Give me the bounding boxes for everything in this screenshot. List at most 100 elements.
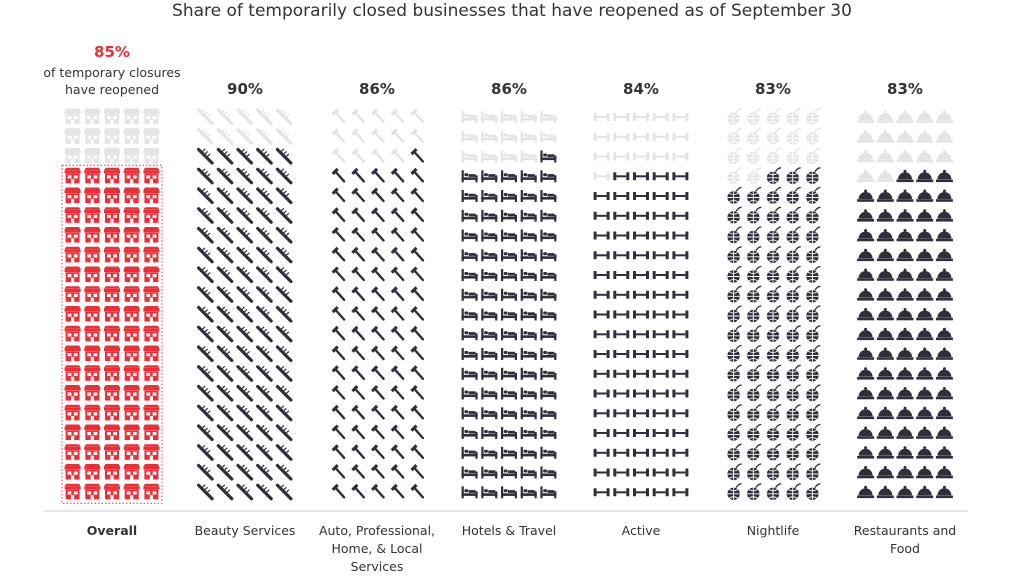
icon-unit-filled bbox=[501, 367, 517, 380]
icon-unit-filled bbox=[236, 444, 254, 461]
icon-unit-filled bbox=[501, 229, 517, 242]
icon-unit-filled bbox=[84, 227, 101, 243]
icon-unit-filled bbox=[520, 249, 537, 262]
icon-unit-filled bbox=[501, 348, 517, 360]
icon-unit-filled bbox=[64, 424, 81, 440]
icon-unit-filled bbox=[197, 444, 214, 461]
icon-unit-filled bbox=[461, 170, 478, 183]
icon-unit-filled bbox=[593, 448, 610, 457]
icon-unit-filled bbox=[275, 444, 293, 461]
icon-unit-filled bbox=[747, 285, 762, 303]
icon-unit-filled bbox=[275, 404, 293, 422]
icon-unit-filled bbox=[766, 404, 782, 421]
icon-unit-filled bbox=[727, 404, 742, 421]
icon-unit-filled bbox=[256, 207, 273, 224]
icon-unit-filled bbox=[143, 227, 160, 243]
icon-unit-filled bbox=[540, 446, 557, 459]
icon-unit-empty bbox=[275, 128, 293, 145]
category-label: Nightlife bbox=[747, 523, 800, 538]
icon-unit-empty bbox=[806, 127, 821, 145]
icon-unit-filled bbox=[461, 328, 478, 341]
icon-unit-filled bbox=[633, 172, 649, 181]
category-label: Food bbox=[890, 541, 920, 556]
icon-unit-filled bbox=[633, 310, 649, 319]
icon-unit-filled bbox=[64, 365, 81, 381]
icon-unit-filled bbox=[275, 345, 293, 363]
icon-unit-filled bbox=[652, 488, 669, 497]
icon-unit-filled bbox=[197, 226, 214, 244]
icon-unit-filled bbox=[410, 167, 425, 183]
icon-unit-filled bbox=[143, 404, 160, 421]
icon-unit-filled bbox=[786, 226, 801, 244]
icon-unit-filled bbox=[236, 147, 254, 165]
icon-unit-filled bbox=[786, 305, 801, 323]
icon-unit-filled bbox=[143, 187, 160, 203]
icon-unit-filled bbox=[410, 483, 425, 499]
icon-unit-filled bbox=[916, 169, 934, 183]
overall-note-line: have reopened bbox=[65, 82, 159, 97]
icon-unit-filled bbox=[766, 384, 782, 402]
icon-unit-filled bbox=[123, 345, 140, 361]
icon-unit-filled bbox=[351, 424, 365, 440]
icon-unit-filled bbox=[806, 265, 821, 283]
icon-unit-filled bbox=[84, 385, 101, 401]
icon-unit-filled bbox=[633, 389, 649, 398]
icon-unit-filled bbox=[331, 444, 346, 459]
icon-unit-filled bbox=[64, 286, 81, 302]
icon-unit-filled bbox=[747, 186, 762, 204]
icon-unit-filled bbox=[64, 385, 81, 401]
icon-unit-filled bbox=[461, 446, 478, 459]
icon-unit-filled bbox=[935, 248, 953, 262]
category-label: Auto, Professional, bbox=[319, 523, 435, 538]
icon-unit-filled bbox=[256, 345, 273, 363]
icon-unit-empty bbox=[857, 130, 875, 143]
icon-unit-filled bbox=[216, 147, 234, 165]
icon-unit-filled bbox=[633, 409, 649, 418]
icon-unit-empty bbox=[216, 128, 234, 145]
icon-unit-filled bbox=[216, 246, 234, 264]
icon-unit-filled bbox=[540, 229, 557, 242]
icon-unit-filled bbox=[857, 446, 875, 459]
icon-unit-filled bbox=[410, 187, 425, 203]
icon-unit-filled bbox=[143, 345, 160, 361]
icon-unit-filled bbox=[896, 248, 914, 262]
icon-unit-filled bbox=[481, 328, 498, 341]
value-label: 90% bbox=[227, 80, 263, 98]
icon-unit-empty bbox=[916, 150, 934, 163]
icon-unit-filled bbox=[256, 444, 273, 461]
icon-unit-filled bbox=[652, 310, 669, 319]
icon-unit-filled bbox=[236, 404, 254, 422]
icon-unit-filled bbox=[857, 268, 875, 281]
icon-unit-filled bbox=[197, 286, 214, 303]
icon-unit-filled bbox=[786, 206, 801, 224]
icon-unit-filled bbox=[481, 446, 498, 459]
icon-unit-filled bbox=[857, 209, 875, 222]
icon-unit-filled bbox=[501, 308, 517, 321]
icon-unit-filled bbox=[916, 446, 934, 459]
icon-unit-filled bbox=[613, 271, 630, 279]
icon-unit-filled bbox=[876, 288, 894, 301]
icon-unit-filled bbox=[216, 286, 234, 303]
icon-unit-filled bbox=[613, 330, 630, 339]
icon-unit-filled bbox=[633, 251, 649, 260]
icon-unit-filled bbox=[916, 367, 934, 380]
icon-unit-filled bbox=[351, 444, 365, 459]
icon-unit-filled bbox=[766, 167, 782, 185]
column-5: 83% Nightlife bbox=[727, 80, 821, 538]
icon-unit-filled bbox=[593, 310, 610, 319]
icon-unit-filled bbox=[331, 266, 346, 282]
icon-unit-filled bbox=[371, 404, 385, 420]
icon-unit-filled bbox=[197, 424, 214, 442]
icon-unit-empty bbox=[935, 130, 953, 143]
icon-unit-empty bbox=[786, 147, 801, 165]
icon-unit-empty bbox=[123, 148, 140, 164]
icon-unit-filled bbox=[540, 328, 557, 341]
icon-unit-filled bbox=[236, 305, 254, 323]
icon-unit-filled bbox=[256, 424, 273, 442]
icon-unit-filled bbox=[84, 207, 101, 223]
icon-unit-filled bbox=[351, 266, 365, 282]
icon-unit-filled bbox=[501, 288, 517, 301]
icon-unit-empty bbox=[501, 111, 517, 123]
icon-unit-filled bbox=[593, 231, 610, 240]
icon-unit-empty bbox=[331, 108, 346, 124]
